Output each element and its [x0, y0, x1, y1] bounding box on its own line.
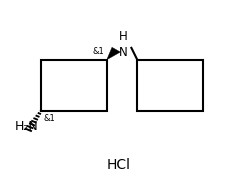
Text: &1: &1	[93, 47, 105, 56]
Text: H₂N: H₂N	[14, 120, 38, 133]
Text: &1: &1	[44, 114, 55, 123]
Text: HCl: HCl	[106, 158, 131, 172]
Polygon shape	[107, 47, 120, 60]
Text: N: N	[119, 46, 128, 59]
Text: H: H	[119, 30, 128, 43]
